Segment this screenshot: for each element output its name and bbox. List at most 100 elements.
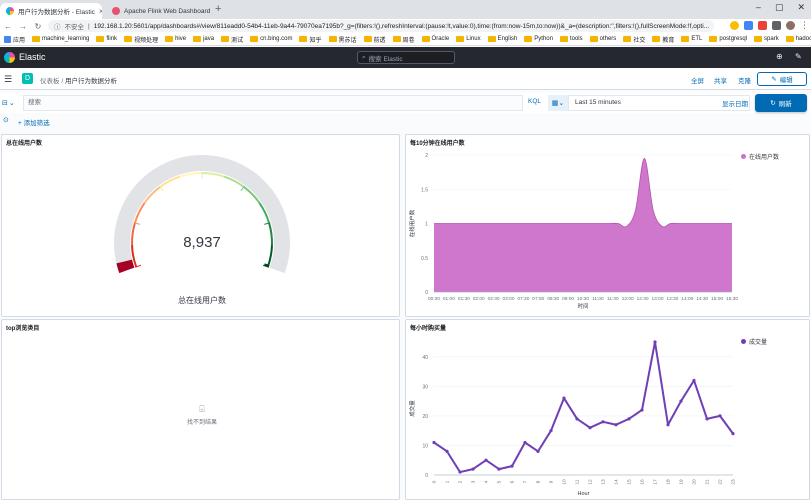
legend-item[interactable]: 在线用户数: [741, 152, 779, 161]
bookmark-item[interactable]: 视频处理: [124, 35, 158, 44]
help-icon[interactable]: ⊕: [776, 52, 783, 61]
bookmark-item[interactable]: English: [487, 36, 517, 42]
kql-toggle[interactable]: KQL: [528, 98, 542, 105]
x-tick-label: 4: [484, 480, 490, 483]
extension-icon[interactable]: [744, 21, 753, 30]
refresh-button[interactable]: ↻ 刷新: [755, 94, 807, 112]
calendar-icon[interactable]: ▦⌄: [548, 95, 568, 111]
y-tick-label: 30: [422, 384, 428, 390]
forward-icon[interactable]: →: [19, 21, 27, 31]
browser-tab-strip: 用户行为数据分析 - Elastic × Apache Flink Web Da…: [0, 0, 811, 19]
extension-icon[interactable]: [758, 21, 767, 30]
add-filter-link[interactable]: + 添加筛选: [18, 120, 50, 127]
browser-tab-flink[interactable]: Apache Flink Web Dashboard ×: [106, 3, 212, 19]
data-point: [523, 440, 527, 445]
legend-item[interactable]: 成交量: [741, 337, 767, 346]
y-tick-label: 10: [422, 443, 428, 449]
bookmark-item[interactable]: others: [589, 36, 616, 42]
address-bar[interactable]: ⓘ 不安全 | 192.168.1.20:5601/app/dashboards…: [48, 20, 714, 32]
bookmark-item[interactable]: Linux: [456, 36, 481, 42]
bookmark-item[interactable]: Python: [524, 36, 553, 42]
back-icon[interactable]: ←: [4, 21, 12, 31]
new-tab-icon[interactable]: +: [215, 3, 222, 15]
x-tick-label: 12:00: [622, 296, 634, 302]
maximize-icon[interactable]: ▢: [774, 2, 784, 12]
bookmark-item[interactable]: 应用: [4, 35, 25, 44]
gauge-scale-segment: [202, 172, 225, 178]
show-dates-link[interactable]: 显示日期: [722, 101, 748, 108]
x-tick-label: 0: [432, 480, 438, 483]
clone-link[interactable]: 克隆: [738, 78, 751, 85]
query-bar: ⊟ ⌄ 搜索 KQL ▦⌄ Last 15 minutes 显示日期 ↻ 刷新: [0, 93, 811, 113]
more-menu-icon[interactable]: ⋮: [800, 20, 809, 30]
y-tick-label: 0.5: [421, 256, 428, 262]
bookmark-item[interactable]: tools: [559, 36, 583, 42]
bookmark-item[interactable]: 周卷: [392, 35, 415, 44]
bookmarks-bar: 应用 machine_learning flink 视频处理 hive java 测试 cn.…: [0, 33, 811, 46]
y-tick-label: 0: [425, 473, 428, 479]
edit-button[interactable]: ✎ 编辑: [757, 72, 807, 86]
minimize-icon[interactable]: –: [755, 2, 761, 12]
legend-swatch: [741, 339, 746, 344]
y-tick-label: 1: [425, 222, 428, 228]
x-tick-label: 7: [523, 480, 529, 483]
global-search-input[interactable]: ⌕ 搜索 Elastic: [357, 51, 455, 64]
extension-icon[interactable]: [730, 21, 739, 30]
y-axis-label: 成交量: [408, 400, 416, 417]
puzzle-icon[interactable]: [772, 21, 781, 30]
x-tick-label: 11:00: [592, 296, 604, 302]
filter-options-icon[interactable]: ⊙: [3, 117, 9, 124]
bookmark-item[interactable]: 前透: [363, 35, 386, 44]
bookmark-item[interactable]: hadoop: [785, 36, 811, 42]
tab-title: Apache Flink Web Dashboard: [124, 7, 211, 15]
data-point: [718, 414, 722, 418]
bookmark-item[interactable]: hive: [165, 36, 186, 42]
date-range-field[interactable]: Last 15 minutes: [568, 95, 750, 111]
elastic-logo-icon[interactable]: [4, 52, 15, 63]
close-window-icon[interactable]: ✕: [797, 2, 805, 12]
no-results-message: ⌹ 找不到结果: [162, 404, 242, 426]
bookmark-item[interactable]: java: [193, 36, 214, 42]
menu-icon[interactable]: ☰: [4, 74, 13, 84]
close-tab-icon[interactable]: ×: [98, 6, 102, 16]
bookmark-item[interactable]: 黑苏话: [328, 35, 357, 44]
x-tick-label: 12:30: [637, 296, 649, 302]
bookmark-item[interactable]: 社交: [623, 35, 645, 44]
x-tick-label: 13:30: [666, 296, 678, 302]
reload-icon[interactable]: ↻: [34, 21, 42, 31]
newsfeed-icon[interactable]: ✎: [795, 52, 802, 61]
x-tick-label: 15:00: [711, 296, 723, 302]
dashboard-app-icon: D: [22, 73, 33, 84]
bookmark-item[interactable]: cn.bing.com: [250, 36, 292, 42]
search-input[interactable]: 搜索: [23, 95, 523, 111]
folder-icon: [421, 36, 430, 42]
bookmark-item[interactable]: ETL: [681, 36, 702, 42]
search-icon: ⌕: [362, 53, 366, 61]
bookmark-item[interactable]: 测试: [221, 35, 243, 44]
saved-query-button[interactable]: ⊟ ⌄: [2, 97, 22, 109]
not-secure-icon: ⓘ: [54, 24, 61, 31]
bookmark-item[interactable]: 知乎: [299, 35, 322, 44]
y-tick-label: 1.5: [421, 187, 428, 193]
bookmark-item[interactable]: machine_learning: [32, 36, 89, 42]
bookmark-item[interactable]: postgresql: [709, 36, 747, 42]
browser-tab-kibana[interactable]: 用户行为数据分析 - Elastic ×: [0, 3, 102, 19]
search-placeholder: 搜索 Elastic: [368, 55, 403, 63]
profile-avatar[interactable]: [786, 21, 795, 30]
x-tick-label: 9: [549, 480, 555, 483]
breadcrumb-parent[interactable]: 仪表板: [40, 78, 60, 85]
apps-icon: [4, 35, 11, 43]
bookmark-item[interactable]: flink: [96, 36, 117, 42]
x-axis-label: Hour: [578, 491, 590, 497]
x-tick-label: 15: [627, 479, 633, 485]
x-tick-label: 10:30: [577, 296, 589, 302]
gauge-scale-segment: [179, 172, 202, 178]
bookmark-item[interactable]: spark: [754, 36, 779, 42]
fullscreen-link[interactable]: 全屏: [691, 78, 704, 85]
x-tick-label: 20: [692, 479, 698, 485]
bookmark-item[interactable]: Oracle: [421, 36, 449, 42]
bookmark-item[interactable]: 教育: [652, 35, 674, 44]
share-link[interactable]: 共享: [714, 78, 727, 85]
gauge-value: 8,937: [183, 234, 221, 251]
